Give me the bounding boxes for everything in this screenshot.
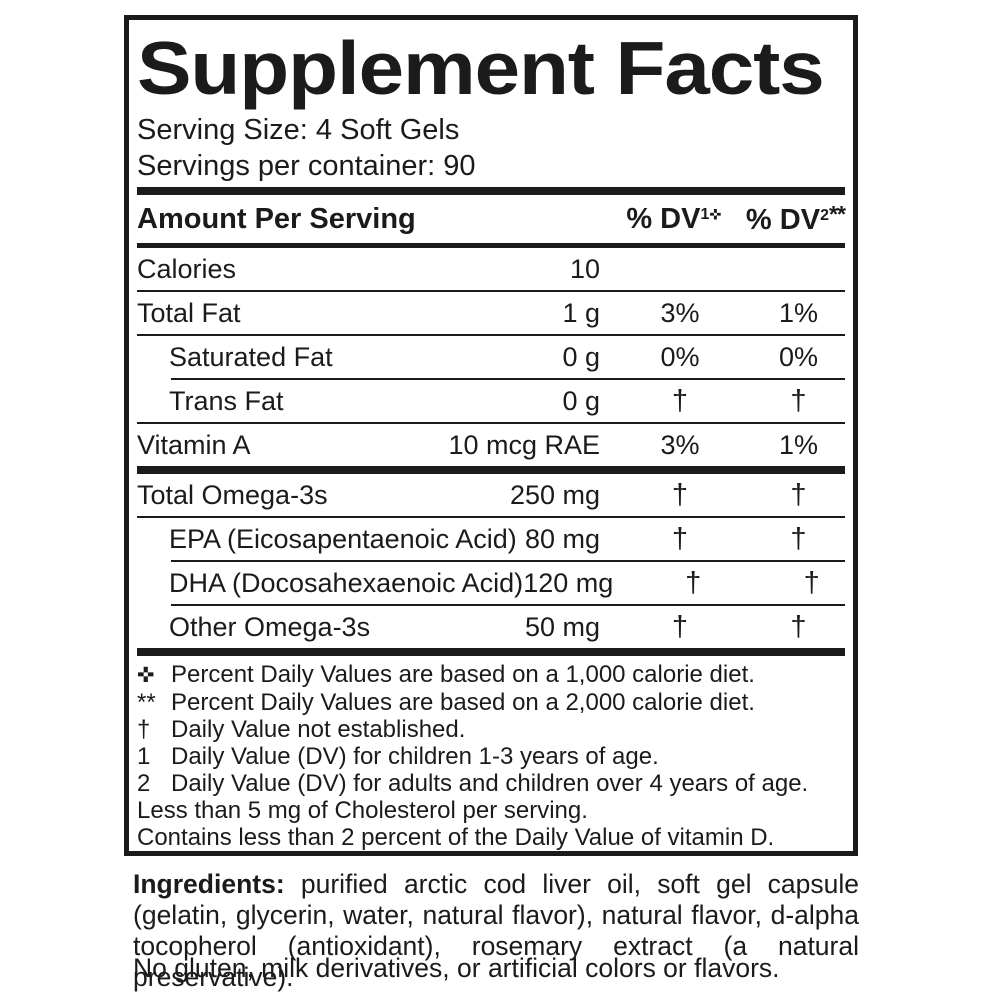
footnotes-block: ✜ Percent Daily Values are based on a 1,… [137,661,845,851]
row-label: EPA (Eicosapentaenoic Acid) [169,523,517,554]
row-dv2: 1% [778,297,819,328]
serving-size-line: Serving Size: 4 Soft Gels [137,114,460,146]
table-row-total-fat: Total Fat 1 g 3% 1% [137,292,845,334]
footnote-dagger: † Daily Value not established. [137,716,845,743]
row-dv1: † [671,384,689,417]
row-amount: 1 g [562,297,600,328]
divider-thin-indented [171,604,845,606]
cross-symbol-icon: ✜ [137,663,155,687]
table-row-total-omega3s: Total Omega-3s 250 mg † † [137,474,845,516]
dv1-header-sup: 1 [700,205,710,223]
row-label: Other Omega-3s [169,611,371,642]
dv1-column-header: % DV1✜ [614,203,734,236]
dv1-header-text: % DV [626,202,701,235]
footnote-text: Percent Daily Values are based on a 2,00… [171,689,755,716]
dv2-column-header: % DV2** [734,201,846,237]
footnote-cholesterol: Less than 5 mg of Cholesterol per servin… [137,797,845,824]
row-dv2: † [790,522,807,555]
footnote-2: 2 Daily Value (DV) for adults and childr… [137,770,845,797]
footnote-text: Daily Value (DV) for adults and children… [171,770,809,797]
allergen-statement: No gluten, milk derivatives, or artifici… [133,953,780,983]
footnote-text: Daily Value not established. [171,716,466,743]
panel-title-text: Supplement Facts [137,26,825,110]
amount-per-serving-header: Amount Per Serving [137,202,416,235]
row-amount: 10 [569,253,600,284]
dv2-header-sup: 2 [820,207,829,225]
double-asterisk-symbol: ** [137,689,156,716]
row-dv2: † [790,610,807,643]
row-dv1: 3% [660,429,700,460]
row-amount: 250 mg [509,479,600,510]
row-dv1: † [671,478,689,511]
row-dv2: 0% [778,341,819,372]
footnote-text: Daily Value (DV) for children 1-3 years … [171,743,659,770]
footnote-double-asterisk: ** Percent Daily Values are based on a 2… [137,689,845,716]
row-label: Vitamin A [137,429,251,460]
row-amount: 50 mg [524,611,600,642]
row-dv2: † [790,478,807,511]
table-header-row: Amount Per Serving % DV1✜ % DV2** [137,195,846,243]
divider-thin [137,334,845,336]
row-dv2: † [790,384,807,417]
row-label: Total Omega-3s [137,479,328,510]
row-amount: 10 mcg RAE [448,429,600,460]
row-label: DHA (Docosahexaenoic Acid) [169,567,524,598]
row-label: Saturated Fat [169,341,333,372]
panel-title: Supplement Facts [137,28,845,112]
divider-thin [137,516,845,518]
row-dv1: † [671,522,689,555]
footnote-text: Percent Daily Values are based on a 1,00… [171,661,755,688]
table-row-epa: EPA (Eicosapentaenoic Acid) 80 mg † † [137,518,845,560]
divider-thin [137,290,845,292]
table-row-calories: Calories 10 [137,248,845,290]
row-amount: 0 g [562,385,600,416]
divider-thick-mid [137,466,845,474]
dagger-symbol: † [137,716,151,743]
servings-per-container-line: Servings per container: 90 [137,150,476,182]
footnote-number: 2 [137,770,151,797]
cross-symbol-icon: ✜ [709,206,722,223]
row-dv1: † [685,566,702,599]
footnote-vitamin-d: Contains less than 2 percent of the Dail… [137,824,845,851]
footnote-cross: ✜ Percent Daily Values are based on a 1,… [137,661,845,689]
row-dv1: † [671,610,689,643]
dv2-header-text: % DV [745,203,821,236]
row-dv2: 1% [778,429,819,460]
row-dv1: 0% [660,341,700,372]
row-label: Total Fat [137,297,241,328]
row-amount: 0 g [562,341,600,372]
footnote-text: Less than 5 mg of Cholesterol per servin… [137,797,588,824]
double-asterisk-symbol: ** [828,201,846,228]
row-amount: 80 mg [524,523,600,554]
footnote-number: 1 [137,743,151,770]
ingredients-label: Ingredients: [133,869,285,899]
row-label: Trans Fat [169,385,284,416]
row-dv2: † [803,566,820,599]
divider-thick-top [137,187,845,195]
divider-thick-bottom [137,648,845,656]
divider-thin-indented [171,378,845,380]
table-row-trans-fat: Trans Fat 0 g † † [137,380,845,422]
table-row-dha: DHA (Docosahexaenoic Acid) 120 mg † † [137,562,845,604]
footnote-1: 1 Daily Value (DV) for children 1-3 year… [137,743,845,770]
table-row-vitamin-a: Vitamin A 10 mcg RAE 3% 1% [137,424,845,466]
ingredients-paragraph: Ingredients: purified arctic cod liver o… [133,869,859,993]
divider-medium-header [137,243,845,248]
row-dv1: 3% [660,297,700,328]
supplement-facts-panel: Supplement Facts Serving Size: 4 Soft Ge… [124,15,858,856]
divider-thin-indented [171,560,845,562]
row-label: Calories [137,253,237,284]
ingredients-text: purified arctic cod liver oil, soft gel … [133,869,859,992]
table-row-other-omega3s: Other Omega-3s 50 mg † † [137,606,845,648]
divider-thin [137,422,845,424]
row-amount: 120 mg [523,567,614,598]
footnote-text: Contains less than 2 percent of the Dail… [137,824,775,851]
table-row-saturated-fat: Saturated Fat 0 g 0% 0% [137,336,845,378]
